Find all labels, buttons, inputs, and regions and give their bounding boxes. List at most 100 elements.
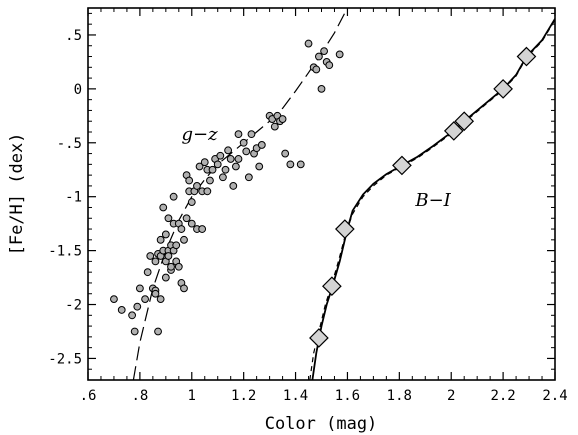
data-point-circle: [141, 295, 149, 304]
data-point-circle: [154, 327, 162, 336]
data-point-circle: [177, 225, 186, 233]
data-point-circle: [182, 214, 191, 223]
data-point-circle: [270, 122, 279, 131]
data-point-circle: [133, 302, 142, 311]
data-point-circle: [242, 147, 251, 156]
data-point-diamond: [335, 219, 355, 239]
y-tick-label: -2: [65, 298, 82, 314]
y-tick-label: -1.5: [48, 244, 82, 260]
data-point-circle: [135, 284, 144, 293]
data-point-circle: [213, 160, 222, 169]
data-point-circle: [312, 65, 321, 74]
data-point-circle: [320, 47, 328, 56]
data-point-circle: [281, 149, 290, 158]
data-point-circle: [286, 160, 295, 169]
data-point-circle: [255, 162, 264, 171]
data-point-circle: [143, 268, 152, 277]
data-point-circle: [164, 252, 173, 260]
data-point-circle: [164, 214, 173, 223]
data-point-circle: [234, 130, 243, 139]
data-point-diamond: [516, 46, 537, 67]
data-point-circle: [206, 176, 214, 185]
data-point-circle: [278, 115, 287, 123]
x-tick-label: .6: [80, 388, 97, 404]
data-point-circle: [315, 52, 323, 61]
data-points: [110, 39, 537, 348]
data-point-circle: [161, 230, 170, 239]
data-point-circle: [161, 273, 170, 282]
data-point-circle: [159, 203, 168, 212]
data-point-circle: [198, 225, 207, 233]
x-tick-label: 1.6: [335, 388, 360, 404]
data-point-circle: [229, 182, 238, 190]
data-point-circle: [244, 173, 253, 182]
data-point-circle: [180, 284, 188, 293]
data-point-circle: [325, 61, 334, 70]
data-point-diamond: [322, 276, 342, 297]
data-point-circle: [174, 262, 183, 271]
x-tick-labels: .6 .8 1 1.2 1.4 1.6 1.8 2 2.2 2.4: [80, 388, 568, 404]
data-point-circle: [180, 235, 188, 244]
data-point-diamond: [309, 328, 329, 348]
data-point-circle: [193, 182, 201, 190]
data-point-circle: [117, 306, 126, 314]
data-point-circle: [257, 141, 266, 149]
data-point-diamond: [392, 155, 412, 176]
data-point-circle: [317, 84, 326, 93]
x-tick-label: 2.2: [490, 388, 515, 404]
data-point-circle: [203, 187, 212, 196]
data-point-diamond: [443, 121, 464, 141]
data-point-circle: [146, 252, 155, 260]
data-point-circle: [128, 311, 137, 320]
x-tick-label: 1: [188, 388, 196, 404]
y-tick-label: 0: [74, 82, 82, 98]
data-point-circle: [200, 158, 209, 167]
data-point-circle: [110, 295, 118, 304]
data-point-circle: [221, 165, 230, 174]
annotation-g-z: g−z: [182, 124, 219, 145]
data-point-circle: [130, 327, 139, 336]
data-point-circle: [231, 162, 240, 171]
data-point-circle: [151, 257, 160, 266]
y-tick-label: -2.5: [48, 351, 82, 367]
data-point-circle: [187, 198, 196, 206]
y-tick-labels: .5 0 -.5 -1 -1.5 -2 -2.5: [48, 28, 82, 367]
data-point-circle: [219, 173, 227, 182]
data-point-circle: [239, 138, 248, 147]
plot-frame: [87, 7, 556, 381]
x-tick-label: 2.4: [542, 388, 567, 404]
annotation-b-i: B−I: [414, 190, 451, 211]
data-point-circle: [185, 176, 194, 185]
y-axis-ticks: [88, 12, 555, 370]
x-tick-label: 2: [447, 388, 455, 404]
data-point-circle: [195, 162, 204, 171]
data-point-circle: [208, 165, 217, 174]
data-point-diamond: [493, 79, 513, 99]
data-point-circle: [169, 192, 178, 201]
y-tick-label: -1: [65, 190, 82, 206]
data-point-circle: [335, 50, 344, 59]
data-point-circle: [226, 155, 235, 163]
data-point-circle: [167, 262, 175, 271]
data-point-circle: [296, 160, 305, 169]
x-tick-label: 1.2: [231, 388, 256, 404]
y-axis-title: [Fe/H] (dex): [7, 133, 27, 256]
data-point-circle: [247, 130, 256, 139]
x-axis-title: Color (mag): [265, 414, 378, 434]
data-point-circle: [216, 151, 225, 160]
data-point-circle: [151, 289, 160, 298]
data-point-circle: [187, 219, 196, 228]
y-tick-label: -.5: [57, 136, 82, 152]
data-point-circle: [304, 39, 313, 48]
x-tick-label: .8: [131, 388, 148, 404]
data-point-circle: [172, 241, 181, 250]
y-tick-label: .5: [65, 28, 82, 44]
data-point-circle: [156, 235, 165, 244]
data-point-circle: [156, 295, 165, 304]
data-point-circle: [224, 146, 233, 155]
x-tick-label: 1.4: [283, 388, 308, 404]
x-tick-label: 1.8: [387, 388, 412, 404]
data-point-diamond: [454, 111, 475, 132]
data-point-circle: [234, 155, 243, 163]
